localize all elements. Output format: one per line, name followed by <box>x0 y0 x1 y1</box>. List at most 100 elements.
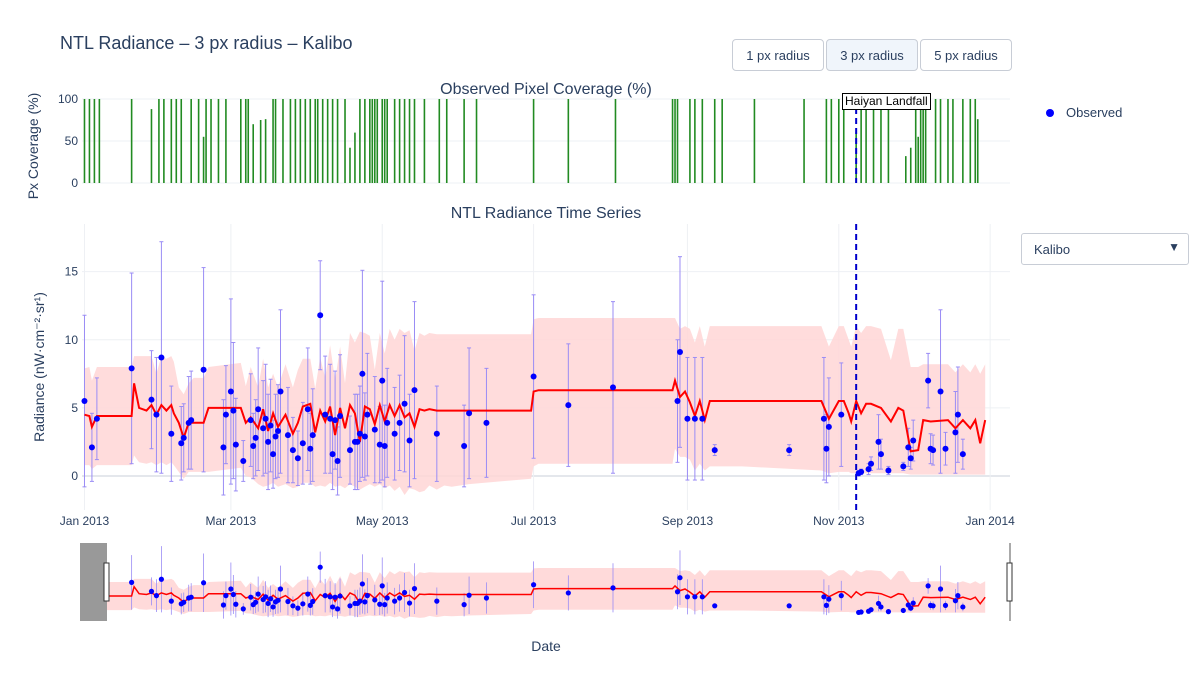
range-slider-point <box>942 602 949 609</box>
timeseries-y-tick-label: 10 <box>65 333 79 347</box>
observed-point <box>284 432 291 439</box>
observed-point <box>309 432 316 439</box>
range-slider-point <box>359 581 365 587</box>
observed-point <box>354 438 361 445</box>
range-slider-right-handle[interactable] <box>1006 562 1013 602</box>
range-slider-point <box>397 595 403 601</box>
range-slider-point <box>677 575 683 581</box>
timeseries-x-tick-label: Jan 2014 <box>965 514 1015 528</box>
timeseries-y-tick-label: 0 <box>71 469 78 483</box>
range-slider-point <box>322 593 328 599</box>
observed-point <box>250 442 257 449</box>
range-slider-point <box>362 599 368 605</box>
coverage-y-tick-label: 50 <box>65 134 79 148</box>
range-slider-point <box>838 593 844 599</box>
observed-point <box>838 411 845 418</box>
observed-point <box>88 444 95 451</box>
range-slider-point <box>220 602 227 608</box>
timeseries-y-axis-title: Radiance (nW·cm⁻²·sr¹) <box>31 292 47 442</box>
observed-point <box>461 442 468 449</box>
observed-point <box>222 411 229 418</box>
coverage-chart-title: Observed Pixel Coverage (%) <box>440 81 652 98</box>
range-slider-point <box>483 595 490 601</box>
range-slider-point <box>382 602 388 608</box>
button-3px-radius[interactable]: 3 px radius <box>826 39 918 71</box>
range-slider-point <box>265 600 271 607</box>
observed-point <box>93 415 100 422</box>
observed-point <box>294 455 301 462</box>
range-slider-point <box>821 594 827 600</box>
button-5px-radius[interactable]: 5 px radius <box>920 39 1012 71</box>
observed-point <box>483 419 490 426</box>
coverage-bars-layer <box>83 99 979 183</box>
legend[interactable]: Observed <box>1040 105 1122 120</box>
coverage-y-tick-label: 100 <box>58 92 78 106</box>
range-slider-point <box>955 593 961 599</box>
range-slider-point <box>377 601 383 607</box>
range-slider-point <box>530 582 537 588</box>
observed-point <box>954 411 961 418</box>
range-slider-point <box>930 603 936 609</box>
range-slider-point <box>401 589 408 596</box>
range-slider-point <box>295 605 301 611</box>
range-slider-point <box>223 593 229 599</box>
range-slider-point <box>699 594 705 600</box>
range-slider-point <box>392 598 398 604</box>
range-slider-point <box>858 609 864 615</box>
range-slider-point <box>908 605 914 611</box>
observed-point <box>247 417 254 424</box>
observed-point <box>275 428 282 435</box>
observed-point <box>466 410 473 417</box>
range-slider-point <box>826 596 832 602</box>
observed-points-layer <box>81 312 966 477</box>
button-1px-radius[interactable]: 1 px radius <box>732 39 824 71</box>
observed-point <box>433 430 440 437</box>
range-slider-point <box>129 579 135 585</box>
range-slider-point <box>434 598 440 604</box>
observed-point <box>952 429 959 436</box>
observed-point <box>148 396 155 403</box>
range-slider-left-handle[interactable] <box>103 562 110 602</box>
range-slider-point <box>960 604 966 610</box>
range-slider-point <box>290 603 296 609</box>
range-slider-point <box>327 594 333 600</box>
observed-point <box>322 411 329 418</box>
coverage-y-axis-title: Px Coverage (%) <box>25 93 41 200</box>
observed-point <box>327 415 334 422</box>
range-slider-point <box>461 602 467 608</box>
observed-point <box>230 407 237 414</box>
observed-point <box>530 373 537 380</box>
observed-point <box>900 463 907 470</box>
observed-point <box>332 417 339 424</box>
observed-point <box>371 426 378 433</box>
observed-point <box>868 460 875 467</box>
range-slider-left-mask <box>80 543 107 621</box>
range-slider-point <box>181 599 187 605</box>
observed-point <box>925 377 932 384</box>
location-dropdown[interactable]: Kalibo ▼ <box>1021 233 1189 265</box>
range-slider-trend-line <box>84 584 986 607</box>
range-slider-point <box>332 594 338 600</box>
x-axis-title: Date <box>531 638 561 654</box>
observed-point <box>565 402 572 409</box>
range-slider-point <box>900 607 906 614</box>
range-slider-point <box>253 599 259 605</box>
timeseries-x-tick-label: Nov 2013 <box>813 514 865 528</box>
observed-point <box>81 398 88 405</box>
observed-point <box>699 415 706 422</box>
timeseries-y-tick-label: 15 <box>65 265 79 279</box>
observed-point <box>240 457 247 464</box>
observed-point <box>676 349 683 356</box>
uncertainty-band-layer <box>84 318 986 495</box>
observed-point <box>265 438 272 445</box>
range-slider-point <box>610 585 616 591</box>
observed-point <box>337 413 344 420</box>
observed-point <box>317 312 324 319</box>
observed-point <box>823 445 830 452</box>
range-slider-point <box>275 597 281 603</box>
range-slider-point <box>267 596 274 602</box>
observed-point <box>260 425 267 432</box>
observed-point <box>401 400 408 407</box>
range-slider-point <box>937 586 944 592</box>
observed-point <box>200 366 207 373</box>
